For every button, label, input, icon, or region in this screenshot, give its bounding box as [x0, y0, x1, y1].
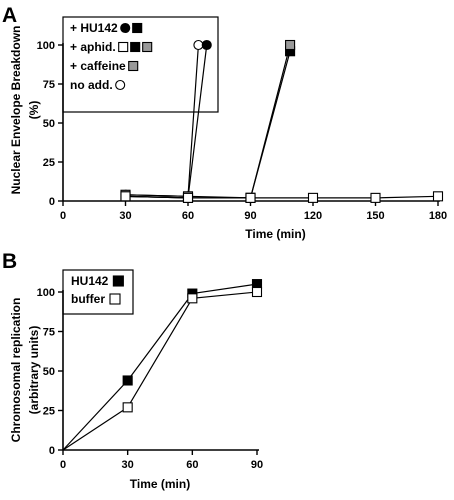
- x-tick-label: 0: [60, 210, 66, 222]
- legend-entry-label: + caffeine: [70, 59, 126, 73]
- y-axis-title-line: Nuclear Envelope Breakdown: [9, 26, 23, 195]
- legend-marker: [132, 22, 143, 34]
- y-tick-label: 0: [49, 445, 55, 457]
- y-axis-title-line: (%): [27, 101, 41, 120]
- y-axis-title-line: (arbitrary units): [27, 326, 41, 415]
- x-axis-title: Time (min): [245, 227, 305, 241]
- legend-entry-label: HU142: [71, 274, 109, 288]
- legend-entry-label: no add.: [70, 78, 113, 92]
- x-tick-label: 60: [186, 459, 198, 471]
- legend-marker: [109, 293, 121, 305]
- y-tick-label: 75: [43, 79, 55, 91]
- x-tick-label: 0: [60, 459, 66, 471]
- y-tick-label: 100: [37, 40, 55, 52]
- series-line-2: [125, 51, 291, 199]
- data-point: [201, 39, 212, 51]
- data-point: [285, 39, 296, 51]
- data-point: [122, 402, 133, 413]
- x-axis-title: Time (min): [130, 477, 190, 491]
- x-tick-label: 30: [119, 210, 131, 222]
- series-line-4: [125, 195, 439, 199]
- x-tick-label: 120: [304, 210, 322, 222]
- panel-letter: B: [2, 250, 17, 273]
- data-point: [245, 192, 256, 203]
- legend-marker: [115, 79, 126, 91]
- data-point: [251, 286, 263, 298]
- legend-marker: [112, 275, 124, 287]
- data-point: [120, 191, 131, 202]
- legend-marker: [128, 60, 139, 72]
- x-tick-label: 30: [122, 459, 134, 471]
- legend-entry-label: + aphid.: [70, 40, 116, 54]
- y-tick-label: 0: [49, 196, 55, 208]
- legend-marker: [130, 41, 141, 53]
- data-point: [432, 191, 444, 202]
- series-line-0: [62, 283, 258, 451]
- legend-box: [62, 269, 134, 315]
- x-tick-label: 180: [429, 210, 447, 222]
- legend-entry-label: + HU142: [70, 21, 118, 35]
- data-point: [193, 39, 204, 51]
- series-line-1: [62, 291, 258, 451]
- data-point: [370, 192, 381, 203]
- legend-box: [62, 16, 219, 113]
- data-point: [307, 192, 319, 203]
- y-axis-title-line: Chromosomal replication: [9, 298, 23, 443]
- legend-marker: [142, 41, 153, 53]
- y-tick-label: 50: [43, 118, 55, 130]
- data-point: [182, 192, 194, 203]
- data-point: [122, 375, 133, 386]
- data-point: [187, 293, 198, 304]
- legend-marker: [118, 41, 129, 53]
- y-tick-label: 25: [43, 157, 55, 169]
- legend-entry-label: buffer: [71, 292, 105, 306]
- x-tick-label: 150: [366, 210, 384, 222]
- y-tick-label: 50: [43, 366, 55, 378]
- y-tick-label: 25: [43, 406, 55, 418]
- legend-marker: [120, 22, 131, 34]
- x-tick-label: 90: [244, 210, 256, 222]
- chart-panel-b: B 0 30 60 90 0 25 50 75 100 Time (min) Chromosomal …: [2, 250, 263, 491]
- chart-panel-a: A 0 30 60 90 120 150 180 0 25 50 75 100 Time (min) Nuc…: [2, 4, 447, 241]
- x-tick-label: 90: [251, 459, 263, 471]
- series-line-3: [125, 44, 291, 199]
- y-tick-label: 100: [37, 287, 55, 299]
- x-tick-label: 60: [182, 210, 194, 222]
- y-tick-label: 75: [43, 327, 55, 339]
- panel-letter: A: [2, 4, 17, 27]
